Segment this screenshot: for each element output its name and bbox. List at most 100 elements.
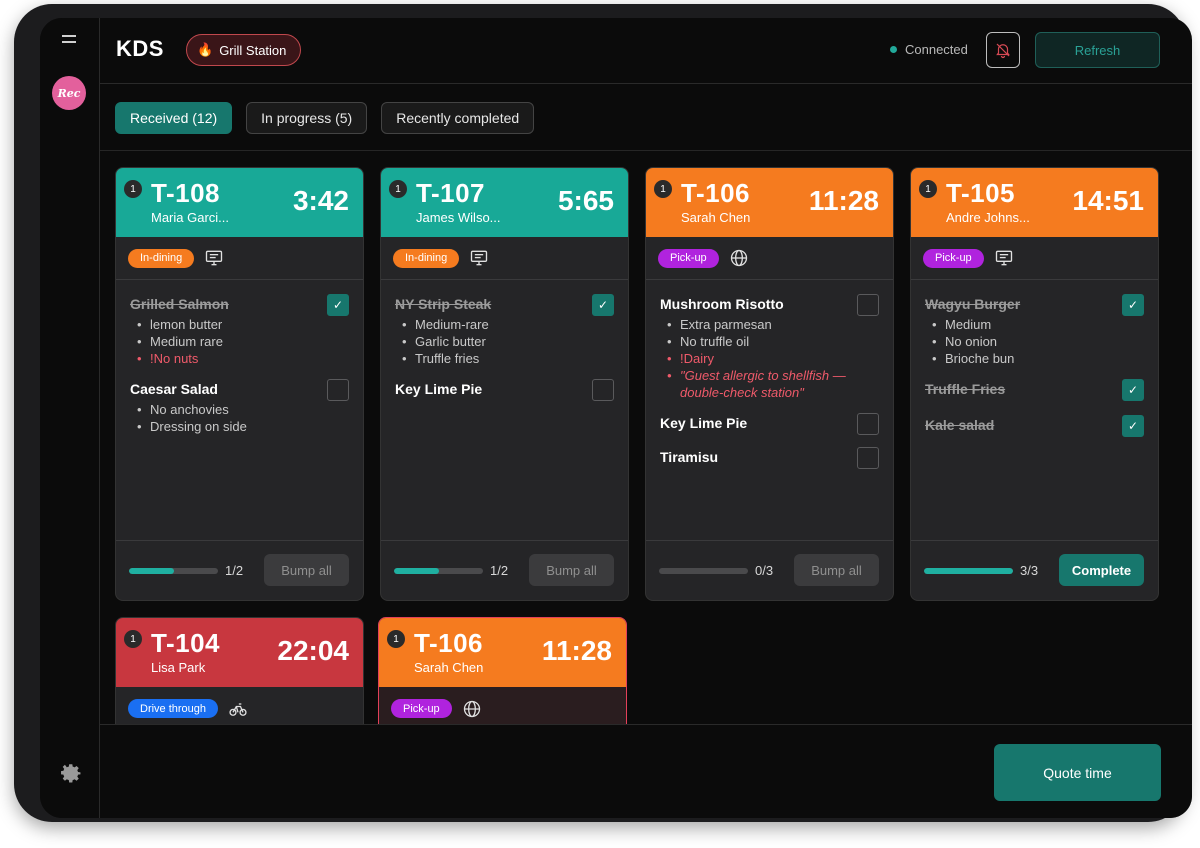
item-name: Mushroom Risotto	[660, 296, 784, 312]
ticket-number: T-107	[416, 178, 485, 208]
tab-in-progress[interactable]: In progress (5)	[246, 102, 368, 134]
progress-fill	[394, 568, 439, 574]
order-item: NY Strip Steak Medium-rare Garlic butter…	[395, 294, 614, 367]
order-timer: 14:51	[1072, 185, 1144, 216]
modifier: lemon butter	[130, 316, 349, 333]
modifier: Garlic butter	[395, 333, 614, 350]
modifier: Medium-rare	[395, 316, 614, 333]
brand-logo: Rec	[52, 76, 86, 110]
order-card-header[interactable]: 1 T-108 Maria Garci... 3:42	[116, 168, 363, 237]
item-name: Caesar Salad	[130, 381, 218, 397]
item-modifiers: Medium-rare Garlic butter Truffle fries	[395, 316, 614, 367]
bump-all-button[interactable]: Bump all	[264, 554, 349, 586]
progress-bar	[924, 568, 1013, 574]
item-name: Key Lime Pie	[660, 415, 748, 431]
bell-off-icon	[996, 43, 1010, 59]
item-checkbox[interactable]	[592, 379, 614, 401]
item-modifiers: lemon butter Medium rare !No nuts	[130, 316, 349, 367]
guest-name: Lisa Park	[151, 660, 206, 675]
guest-name: James Wilso...	[416, 210, 501, 225]
bump-all-button[interactable]: Bump all	[529, 554, 614, 586]
flame-icon: 🔥	[197, 42, 214, 57]
monitor-icon	[995, 250, 1012, 266]
item-modifiers: No anchovies Dressing on side	[130, 401, 349, 435]
order-item: Caesar Salad No anchovies Dressing on si…	[130, 379, 349, 435]
item-checkbox[interactable]: ✓	[1122, 294, 1144, 316]
notification-button[interactable]	[986, 32, 1020, 68]
menu-icon[interactable]	[62, 35, 76, 43]
ticket-number: T-106	[414, 628, 483, 658]
progress-bar	[129, 568, 218, 574]
complete-button[interactable]: Complete	[1059, 554, 1144, 586]
order-item: Mushroom Risotto Extra parmesan No truff…	[660, 294, 879, 401]
order-type-badge: In-dining	[393, 248, 460, 268]
item-name: Tiramisu	[660, 449, 719, 465]
seat-badge: 1	[124, 180, 142, 198]
order-card-footer: 3/3 Complete	[911, 540, 1158, 600]
modifier: Medium	[925, 316, 1144, 333]
item-name: NY Strip Steak	[395, 296, 492, 312]
order-type-badge: In-dining	[128, 248, 195, 268]
ticket-number: T-105	[946, 178, 1015, 208]
order-card: 1 T-108 Maria Garci... 3:42 In-dining Gr…	[115, 167, 364, 601]
item-name: Truffle Fries	[925, 381, 1006, 397]
logo-text: Rec	[57, 86, 81, 100]
item-checkbox[interactable]: ✓	[1122, 379, 1144, 401]
order-timer: 3:42	[292, 185, 349, 216]
order-tabs: Received (12) In progress (5) Recently c…	[115, 102, 535, 134]
bump-all-button[interactable]: Bump all	[794, 554, 879, 586]
sidebar: Rec	[40, 18, 100, 818]
tab-recently-completed[interactable]: Recently completed	[381, 102, 535, 134]
order-card-footer: 0/3 Bump all	[646, 540, 893, 600]
quote-time-button[interactable]: Quote time	[994, 744, 1161, 801]
app-title: KDS	[116, 36, 164, 61]
globe-icon	[463, 700, 480, 717]
guest-name: Sarah Chen	[681, 210, 751, 225]
item-checkbox[interactable]: ✓	[592, 294, 614, 316]
modifier: Medium rare	[130, 333, 349, 350]
order-card-header[interactable]: 1 T-105 Andre Johns... 14:51	[911, 168, 1158, 237]
order-tags: In-dining	[381, 237, 628, 280]
item-name: Wagyu Burger	[925, 296, 1021, 312]
connection-status: Connected	[890, 42, 968, 57]
order-card-header[interactable]: 1 T-106 Sarah Chen 11:28	[379, 618, 626, 687]
ticket-number: T-104	[151, 628, 220, 658]
order-item: Key Lime Pie	[395, 379, 614, 401]
guest-name: Andre Johns...	[946, 210, 1030, 225]
order-card-header[interactable]: 1 T-104 Lisa Park 22:04	[116, 618, 363, 687]
order-card-header[interactable]: 1 T-106 Sarah Chen 11:28	[646, 168, 893, 237]
gear-icon[interactable]	[56, 758, 82, 784]
refresh-button[interactable]: Refresh	[1035, 32, 1160, 68]
item-checkbox[interactable]: ✓	[1122, 415, 1144, 437]
progress-count: 1/2	[490, 563, 509, 578]
order-timer: 22:04	[277, 635, 349, 666]
modifier: Dressing on side	[130, 418, 349, 435]
station-selector[interactable]: 🔥 Grill Station	[186, 34, 302, 66]
order-timer: 11:28	[541, 635, 612, 666]
tab-received[interactable]: Received (12)	[115, 102, 233, 134]
item-checkbox[interactable]	[857, 413, 879, 435]
item-checkbox[interactable]	[857, 447, 879, 469]
item-modifiers: Medium No onion Brioche bun	[925, 316, 1144, 367]
item-name: Grilled Salmon	[130, 296, 229, 312]
progress-fill	[129, 568, 174, 574]
special-note: "Guest allergic to shellfish — double-ch…	[660, 367, 879, 401]
order-timer: 11:28	[808, 185, 879, 216]
order-items: Wagyu Burger Medium No onion Brioche bun…	[911, 280, 1158, 437]
order-card: 1 T-107 James Wilso... 5:65 In-dining NY…	[380, 167, 629, 601]
item-modifiers: Extra parmesan No truffle oil !Dairy "Gu…	[660, 316, 879, 401]
modifier: No truffle oil	[660, 333, 879, 350]
monitor-icon	[471, 250, 488, 266]
progress-fill	[924, 568, 1013, 574]
modifier: Brioche bun	[925, 350, 1144, 367]
header: KDS 🔥 Grill Station Connected Refresh	[100, 18, 1192, 84]
item-checkbox[interactable]	[857, 294, 879, 316]
guest-name: Maria Garci...	[151, 210, 230, 225]
seat-badge: 1	[919, 180, 937, 198]
order-card: 1 T-104 Lisa Park 22:04 Drive through	[115, 617, 364, 737]
order-card-header[interactable]: 1 T-107 James Wilso... 5:65	[381, 168, 628, 237]
monitor-icon	[206, 250, 223, 266]
item-checkbox[interactable]	[327, 379, 349, 401]
item-checkbox[interactable]: ✓	[327, 294, 349, 316]
globe-icon	[730, 249, 747, 267]
